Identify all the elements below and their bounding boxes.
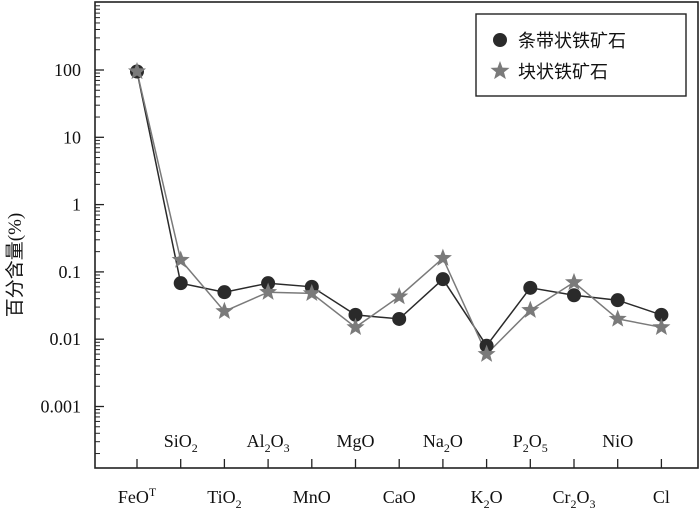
- data-point-star: [521, 300, 540, 318]
- plot-frame: [94, 1, 699, 469]
- data-point-star: [346, 317, 365, 336]
- y-tick-label: 1: [72, 195, 81, 215]
- data-point-circle: [348, 307, 363, 322]
- x-tick-label-part: 2: [484, 497, 490, 511]
- data-point-star: [652, 317, 671, 336]
- y-tick-label: 0.1: [59, 262, 82, 282]
- legend-box: [475, 13, 687, 97]
- data-point-circle: [173, 276, 188, 291]
- x-tick-label-part: 2: [523, 441, 529, 455]
- x-tick-label-part: TiO: [207, 487, 235, 507]
- x-tick-label: FeOT: [118, 485, 157, 507]
- series-markers: [127, 62, 671, 362]
- data-point-circle: [567, 288, 581, 303]
- y-axis-title: 百分含量(%): [4, 213, 26, 317]
- y-tick-label: 0.001: [41, 397, 82, 417]
- legend-star-marker: [490, 61, 510, 80]
- x-tick-label: K2O: [471, 487, 503, 511]
- x-tick-label: TiO2: [207, 487, 241, 511]
- data-point-star: [127, 62, 147, 80]
- x-axis: FeOTSiO2TiO2Al2O3MnOMgOCaONa2OK2OP2O5Cr2…: [118, 431, 670, 511]
- legend-label: 块状铁矿石: [518, 62, 608, 82]
- x-tick-label-part: Al: [247, 431, 265, 451]
- x-tick-label-part: Cl: [653, 487, 670, 507]
- data-point-star: [564, 272, 584, 291]
- x-tick-label-part: 2: [444, 441, 450, 455]
- x-tick-label: P2O5: [513, 431, 548, 455]
- x-tick-label-part: MnO: [293, 487, 331, 507]
- x-tick-label: MnO: [293, 487, 331, 507]
- x-tick-label-part: MgO: [336, 431, 374, 451]
- series-line: [136, 71, 662, 348]
- series-line: [136, 71, 662, 356]
- x-tick-label: Cr2O3: [553, 487, 596, 511]
- x-tick-label-part: O: [490, 487, 503, 507]
- data-point-circle: [435, 272, 450, 287]
- series-lines: [136, 71, 662, 356]
- x-tick-label-part: O: [529, 431, 542, 451]
- legend-label: 条带状铁矿石: [518, 31, 626, 51]
- legend-circle-marker: [493, 33, 507, 47]
- y-tick-label: 10: [63, 127, 81, 147]
- x-tick-label: SiO2: [164, 431, 198, 455]
- x-tick-label-part: NiO: [602, 431, 633, 451]
- x-tick-label-part: 3: [590, 497, 596, 511]
- data-point-circle: [610, 293, 625, 308]
- x-tick-label-part: 2: [265, 441, 271, 455]
- data-point-star: [302, 283, 321, 302]
- data-point-star: [477, 344, 496, 362]
- y-tick-label: 0.01: [50, 329, 82, 349]
- x-tick-label-part: P: [513, 431, 523, 451]
- x-tick-label-part: 5: [542, 441, 548, 455]
- x-tick-label-part: K: [471, 487, 484, 507]
- x-tick-label-part: CaO: [383, 487, 416, 507]
- x-tick-label-part: SiO: [164, 431, 192, 451]
- data-point-circle: [217, 285, 232, 300]
- x-tick-label-part: T: [149, 485, 157, 499]
- data-point-star: [608, 309, 627, 327]
- x-tick-label: NiO: [602, 431, 633, 451]
- data-point-star: [390, 287, 409, 305]
- data-point-star: [171, 250, 190, 268]
- data-point-star: [259, 282, 278, 300]
- x-tick-label: MgO: [336, 431, 374, 451]
- x-tick-label-part: 2: [571, 497, 577, 511]
- x-tick-label-part: O: [577, 487, 590, 507]
- x-tick-label-part: Cr: [553, 487, 571, 507]
- x-tick-label-part: O: [450, 431, 463, 451]
- data-point-circle: [523, 280, 538, 295]
- x-tick-label-part: Na: [423, 431, 444, 451]
- x-tick-label: Cl: [653, 487, 670, 507]
- x-tick-label: Al2O3: [247, 431, 290, 455]
- x-tick-label-part: FeO: [118, 487, 149, 507]
- x-tick-label: Na2O: [423, 431, 463, 455]
- y-tick-label: 100: [54, 60, 81, 80]
- data-point-star: [215, 301, 234, 319]
- x-tick-label-part: O: [271, 431, 284, 451]
- x-tick-label-part: 2: [192, 441, 198, 455]
- data-point-circle: [654, 307, 669, 322]
- y-axis: 100 10 1 0.1 0.01 0.001: [41, 5, 104, 455]
- x-tick-label-part: 2: [236, 497, 242, 511]
- x-tick-label: CaO: [383, 487, 416, 507]
- data-point-star: [433, 248, 452, 266]
- x-tick-label-part: 3: [284, 441, 290, 455]
- data-point-circle: [392, 311, 407, 326]
